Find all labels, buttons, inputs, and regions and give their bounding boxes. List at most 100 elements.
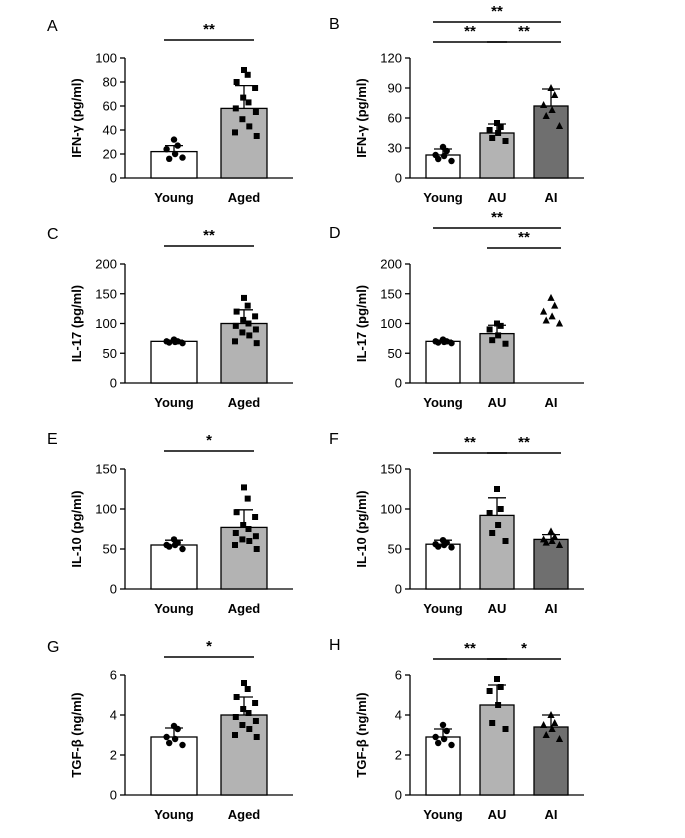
data-point [241,484,247,491]
data-point [435,339,442,346]
category-label: Young [154,601,194,616]
data-point [495,332,502,339]
bar-young [425,340,461,384]
data-point [233,79,240,85]
y-tick-label: 2 [395,748,402,763]
y-tick-label: 120 [380,51,402,66]
category-label: Aged [228,807,261,822]
data-point [232,322,239,329]
data-point [252,514,259,520]
data-point [494,320,500,327]
data-point [435,739,442,747]
significance-label: ** [491,209,503,226]
data-point [555,541,564,548]
data-point [497,322,504,329]
data-point [174,142,181,149]
y-tick-label: 100 [95,51,117,66]
data-point [435,155,442,163]
category-label: AU [488,807,507,822]
data-point [179,741,186,749]
y-tick-label: 0 [395,171,402,186]
data-point [244,495,251,502]
significance-label: ** [464,434,476,451]
y-tick-label: 150 [95,462,117,477]
category-label: Young [423,601,463,616]
significance-label: ** [464,23,476,40]
data-point [179,339,186,347]
y-tick-label: 100 [95,316,117,331]
category-label: Young [154,190,194,205]
panel-letter: F [329,431,339,448]
y-axis-label: IL-17 (pg/ml) [69,285,84,362]
data-point [548,106,556,113]
y-tick-label: 0 [395,582,402,597]
data-point [252,718,259,724]
data-point [489,337,496,344]
category-label: AU [488,190,507,205]
y-tick-label: 50 [388,542,402,557]
data-point [440,735,448,743]
data-point [448,157,455,165]
significance-label: ** [518,23,530,40]
data-point [495,130,502,136]
significance-label: ** [464,640,476,657]
data-point [171,338,179,346]
category-label: AI [545,601,558,616]
y-tick-label: 200 [95,257,117,272]
data-point [440,541,448,549]
data-point [252,533,259,540]
data-point [547,711,555,718]
category-label: Young [154,395,194,410]
data-point [432,733,439,741]
data-point [548,312,556,320]
data-point [166,543,173,550]
y-tick-label: 50 [388,346,402,361]
data-point [252,85,259,91]
data-point [448,339,455,347]
data-point [252,109,259,115]
data-point [232,129,238,136]
bar-au [479,332,515,384]
data-point [494,120,500,126]
significance-label: ** [203,227,215,244]
data-point [502,138,509,144]
significance-label: ** [491,3,503,20]
y-tick-label: 30 [388,141,402,156]
data-point [551,719,559,726]
category-label: AI [545,190,558,205]
data-point [233,308,240,315]
category-label: AI [545,395,558,410]
y-tick-label: 2 [110,748,117,763]
data-point [494,486,500,492]
data-point [497,124,504,130]
panel-c: C IL-17 (pg/ml) 0 50 100 150 200 Young Aged ** [47,226,293,410]
data-point [486,127,493,133]
data-point [246,332,253,339]
panel-letter: H [329,637,341,654]
y-tick-label: 4 [395,708,402,723]
y-axis-label: TGF-β (ng/ml) [354,692,369,777]
data-point [246,726,253,732]
category-label: Young [423,190,463,205]
y-tick-label: 40 [103,123,117,138]
data-point [540,721,548,728]
category-label: AU [488,601,507,616]
significance-label: * [521,640,527,657]
bar-young [425,736,461,796]
panel-letter: B [329,16,340,33]
data-point [245,710,252,716]
bar-au [479,132,515,179]
y-tick-label: 100 [380,316,402,331]
data-point [540,307,548,315]
data-point [233,694,240,700]
category-label: AI [545,807,558,822]
bar-ai [533,726,569,796]
data-point [245,526,252,532]
bar-ai [533,105,569,179]
data-point [440,152,448,160]
data-point [245,320,252,327]
panel-g: G TGF-β (ng/ml) 0 2 4 6 Young Aged * [47,638,293,822]
data-point [448,741,455,749]
